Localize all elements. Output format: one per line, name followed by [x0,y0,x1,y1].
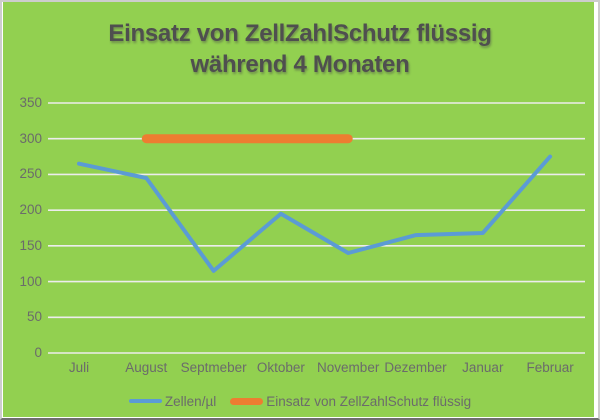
legend-item-zellen: Zellen/µl [128,393,217,409]
legend-line-swatch-orange [230,397,264,405]
x-tick-label-august: August [125,360,168,375]
y-tick-label-300: 300 [19,130,42,146]
legend: Zellen/µl Einsatz von ZellZahlSchutz flü… [2,391,598,411]
y-tick-label-100: 100 [19,273,42,289]
legend-item-einsatz: Einsatz von ZellZahlSchutz flüssig [230,394,471,409]
legend-label-zellen: Zellen/µl [164,393,217,409]
chart-title-line-1: Einsatz von ZellZahlSchutz flüssig [108,20,492,47]
x-tick-label-januar: Januar [462,360,504,375]
x-tick-label-oktober: Oktober [256,360,305,375]
x-tick-label-november: November [317,360,380,375]
legend-label-einsatz: Einsatz von ZellZahlSchutz flüssig [266,393,472,409]
x-tick-label-dezember: Dezember [384,360,447,375]
legend-line-swatch-blue [128,399,162,403]
y-tick-label-0: 0 [34,345,42,360]
x-tick-label-septmeber: Septmeber [180,360,247,375]
x-tick-label-juli: Juli [68,360,90,375]
series-line-0 [77,154,553,273]
y-tick-label-50: 50 [26,309,42,325]
y-tick-label-250: 250 [19,166,42,182]
chart-title: Einsatz von ZellZahlSchutz flüssig währe… [2,18,598,80]
y-tick-label-200: 200 [19,202,42,218]
y-tick-label-150: 150 [19,237,42,253]
y-tick-label-350: 350 [19,95,42,110]
chart-title-line-2: während 4 Monaten [190,51,410,78]
x-tick-label-februar: Februar [526,360,574,375]
